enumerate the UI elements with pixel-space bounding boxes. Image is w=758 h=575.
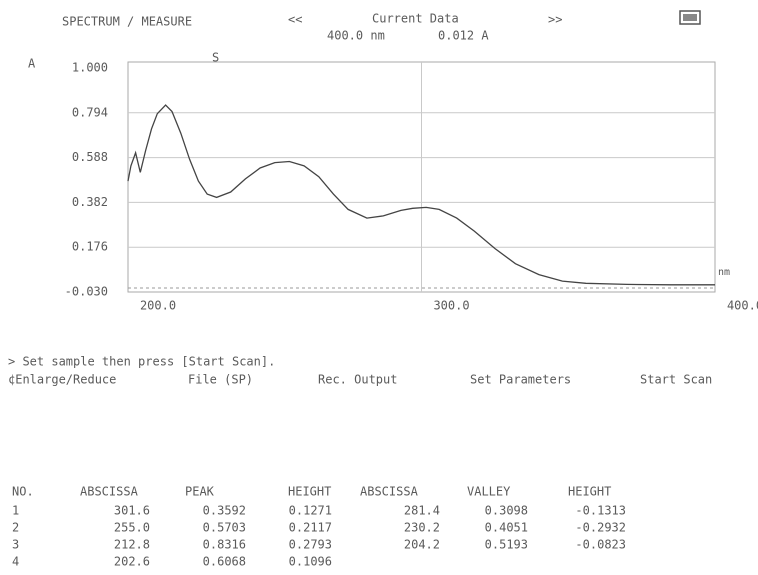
table-cell: 0.4051	[485, 521, 528, 535]
table-cell: 0.3098	[485, 504, 528, 518]
y-tick-label: -0.030	[65, 285, 108, 299]
y-tick-label: 0.176	[72, 240, 108, 254]
prev-button[interactable]: <<	[288, 13, 302, 27]
table-cell: 4	[12, 555, 19, 569]
menu-item[interactable]: File (SP)	[188, 373, 253, 387]
menu-item[interactable]: Start Scan	[640, 373, 712, 387]
table-cell: 301.6	[114, 504, 150, 518]
table-cell: 204.2	[404, 538, 440, 552]
menu-item[interactable]: Rec. Output	[318, 373, 397, 387]
table-cell: -0.1313	[575, 504, 626, 518]
y-axis-label: A	[28, 57, 36, 71]
current-label: Current Data	[372, 12, 459, 26]
y-tick-label: 1.000	[72, 61, 108, 75]
x-tick-label: 300.0	[433, 299, 469, 313]
table-cell: 0.3592	[203, 504, 246, 518]
table-header: PEAK	[185, 485, 215, 499]
x-axis-label: nm	[718, 267, 730, 278]
table-cell: 0.6068	[203, 555, 246, 569]
annotation: S	[212, 51, 219, 65]
table-cell: 1	[12, 504, 19, 518]
table-cell: 212.8	[114, 538, 150, 552]
table-header: ABSCISSA	[360, 485, 419, 499]
y-tick-label: 0.588	[72, 150, 108, 164]
table-cell: -0.0823	[575, 538, 626, 552]
table-header: HEIGHT	[568, 485, 611, 499]
battery-icon	[679, 10, 701, 25]
table-cell: -0.2932	[575, 521, 626, 535]
screen-title: SPECTRUM / MEASURE	[62, 15, 192, 29]
table-header: ABSCISSA	[80, 485, 139, 499]
table-cell: 0.2793	[289, 538, 332, 552]
y-tick-label: 0.794	[72, 105, 108, 119]
table-header: NO.	[12, 485, 34, 499]
table-cell: 281.4	[404, 504, 440, 518]
table-cell: 2	[12, 521, 19, 535]
table-cell: 255.0	[114, 521, 150, 535]
current-wavelength: 400.0 nm	[327, 29, 385, 43]
table-cell: 0.5193	[485, 538, 528, 552]
menu: ¢Enlarge/Reduce File (SP) Rec. Output Set P…	[8, 373, 712, 387]
x-tick-label: 400.0	[727, 299, 758, 313]
table-cell: 0.1096	[289, 555, 332, 569]
table-header: HEIGHT	[288, 485, 331, 499]
table-cell: 0.8316	[203, 538, 246, 552]
table-cell: 0.2117	[289, 521, 332, 535]
table-cell: 202.6	[114, 555, 150, 569]
table-cell: 0.5703	[203, 521, 246, 535]
table-cell: 3	[12, 538, 19, 552]
peak-table: NO. ABSCISSA PEAK HEIGHT ABSCISSA VALLEY HEIGH…	[12, 485, 626, 569]
spectrum-line	[127, 104, 715, 286]
current-absorbance: 0.012 A	[438, 29, 489, 43]
menu-item[interactable]: Set Parameters	[470, 373, 571, 387]
x-tick-label: 200.0	[140, 299, 176, 313]
y-tick-label: 0.382	[72, 195, 108, 209]
next-button[interactable]: >>	[548, 13, 562, 27]
table-cell: 0.1271	[289, 504, 332, 518]
table-header: VALLEY	[467, 485, 511, 499]
table-cell: 230.2	[404, 521, 440, 535]
menu-item[interactable]: ¢Enlarge/Reduce	[8, 373, 116, 387]
status-line: > Set sample then press [Start Scan].	[8, 355, 275, 369]
